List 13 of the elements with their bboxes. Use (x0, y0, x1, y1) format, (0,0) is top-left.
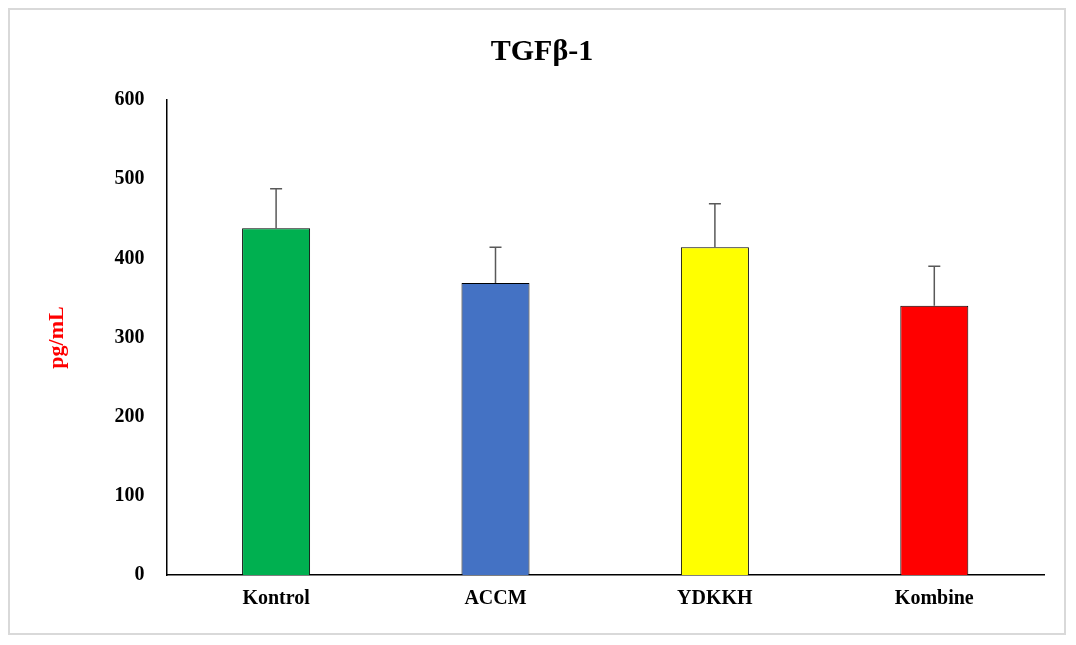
y-axis-title: pg/mL (42, 306, 68, 369)
x-tick-label: Kombine (894, 586, 974, 609)
x-tick-label: ACCM (464, 586, 527, 609)
x-tick-label: Kontrol (242, 586, 311, 609)
y-tick-label: 0 (134, 562, 145, 585)
y-tick-label: 300 (114, 324, 145, 347)
y-tick-label: 200 (114, 403, 145, 426)
y-tick-label: 100 (114, 483, 145, 506)
y-tick-label: 500 (114, 166, 145, 189)
y-tick-label: 600 (114, 87, 145, 110)
chart-title: TGFβ-1 (490, 32, 594, 66)
y-tick-label: 400 (114, 245, 145, 268)
x-tick-label: YDKKH (677, 586, 754, 609)
